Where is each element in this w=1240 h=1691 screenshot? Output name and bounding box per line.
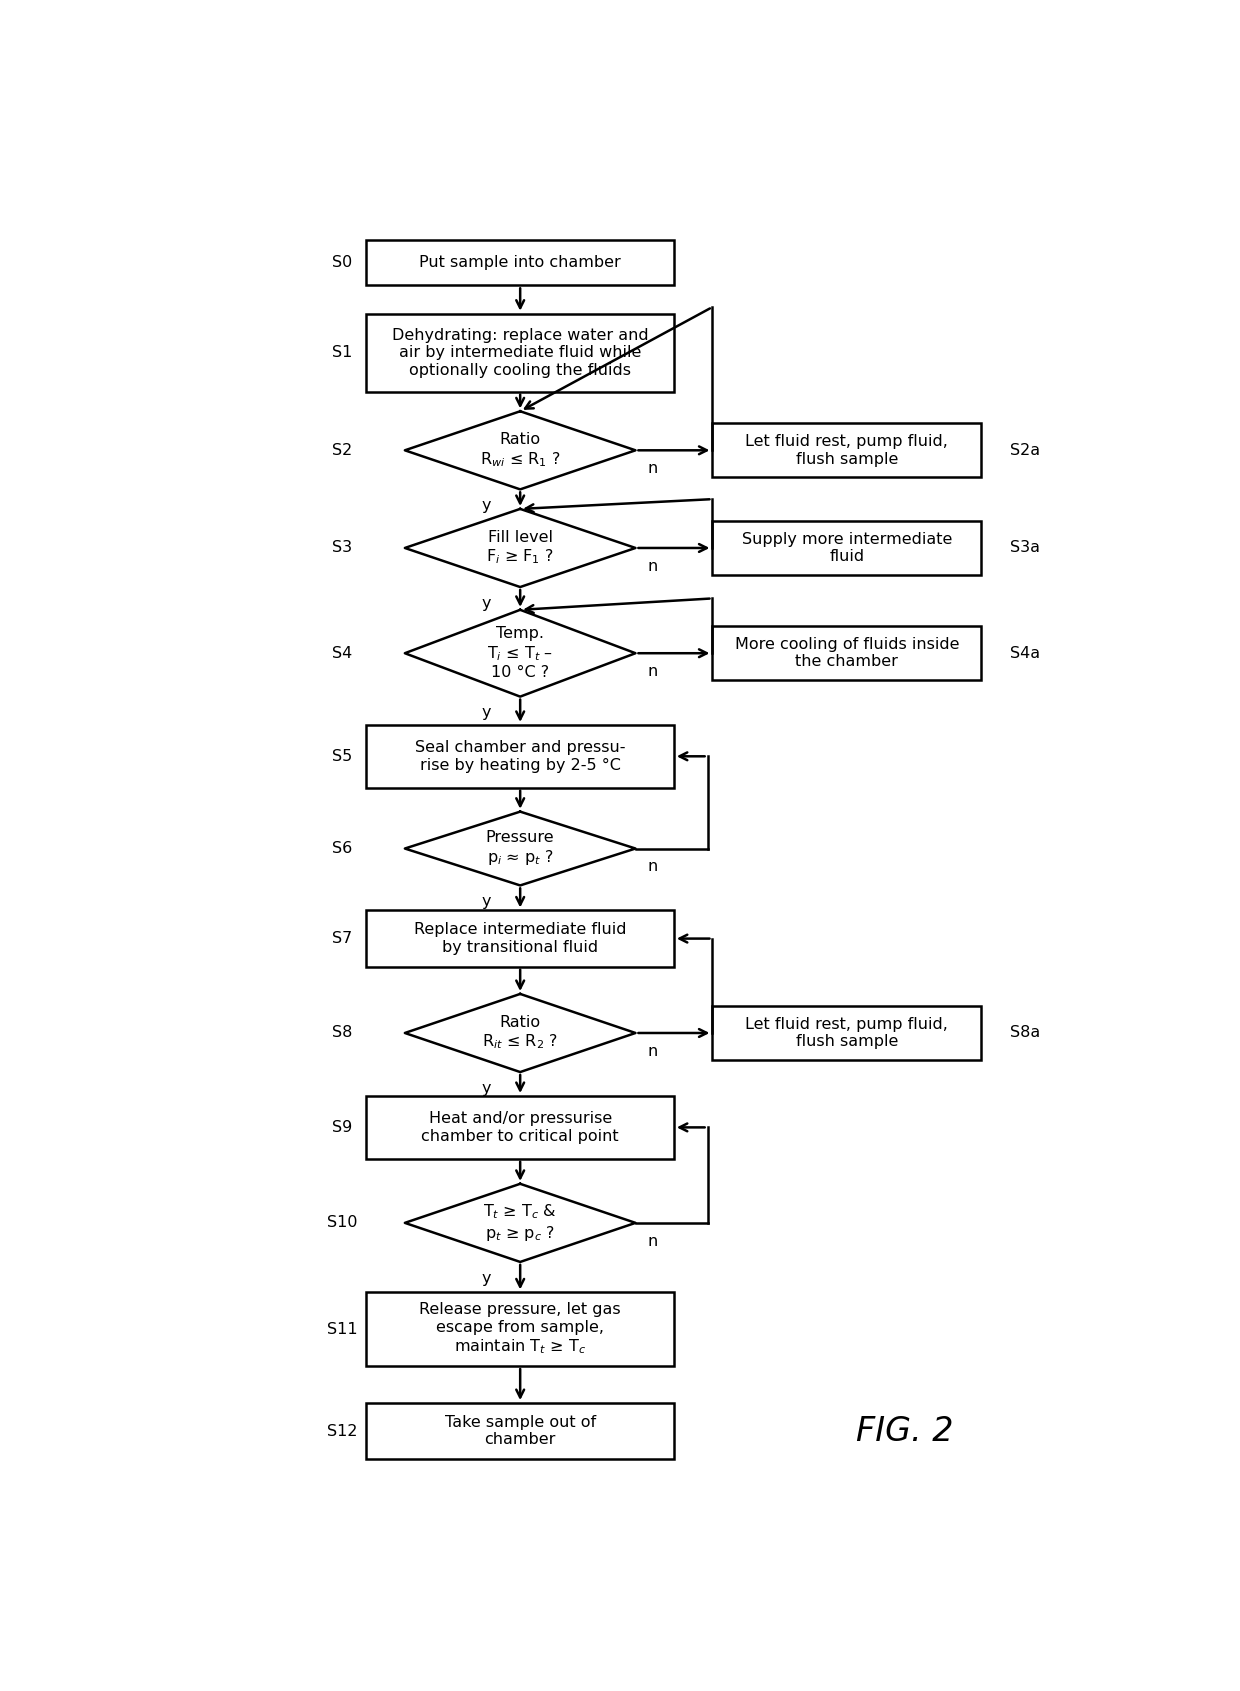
Text: S12: S12 (327, 1424, 357, 1439)
Polygon shape (404, 1184, 635, 1261)
Text: n: n (647, 665, 657, 680)
Text: S10: S10 (327, 1216, 357, 1231)
Text: y: y (482, 1270, 491, 1285)
Text: S1: S1 (332, 345, 352, 360)
FancyBboxPatch shape (367, 1096, 675, 1158)
Text: T$_t$ ≥ T$_c$ &
p$_t$ ≥ p$_c$ ?: T$_t$ ≥ T$_c$ & p$_t$ ≥ p$_c$ ? (484, 1202, 557, 1243)
Polygon shape (404, 812, 635, 886)
Text: More cooling of fluids inside
the chamber: More cooling of fluids inside the chambe… (734, 638, 960, 670)
Text: Temp.
T$_i$ ≤ T$_t$ –
10 °C ?: Temp. T$_i$ ≤ T$_t$ – 10 °C ? (487, 626, 553, 680)
Text: Replace intermediate fluid
by transitional fluid: Replace intermediate fluid by transition… (414, 922, 626, 955)
Text: Ratio
R$_{wi}$ ≤ R$_1$ ?: Ratio R$_{wi}$ ≤ R$_1$ ? (480, 433, 560, 468)
FancyBboxPatch shape (712, 521, 982, 575)
FancyBboxPatch shape (367, 725, 675, 788)
Text: S7: S7 (332, 932, 352, 945)
Text: S9: S9 (332, 1119, 352, 1135)
Text: Let fluid rest, pump fluid,
flush sample: Let fluid rest, pump fluid, flush sample (745, 435, 949, 467)
FancyBboxPatch shape (712, 423, 982, 477)
Polygon shape (404, 994, 635, 1072)
Text: n: n (647, 1234, 657, 1248)
Text: S0: S0 (332, 255, 352, 271)
Text: Dehydrating: replace water and
air by intermediate fluid while
optionally coolin: Dehydrating: replace water and air by in… (392, 328, 649, 377)
FancyBboxPatch shape (367, 240, 675, 286)
Text: y: y (482, 499, 491, 512)
Text: n: n (647, 859, 657, 874)
Text: S6: S6 (332, 840, 352, 856)
Polygon shape (404, 509, 635, 587)
Text: S3a: S3a (1009, 541, 1039, 555)
Text: S5: S5 (332, 749, 352, 764)
Text: n: n (647, 558, 657, 573)
Text: Ratio
R$_{it}$ ≤ R$_2$ ?: Ratio R$_{it}$ ≤ R$_2$ ? (482, 1015, 558, 1052)
FancyBboxPatch shape (367, 313, 675, 392)
Text: S4a: S4a (1009, 646, 1040, 661)
Text: S8: S8 (332, 1025, 352, 1040)
Text: y: y (482, 1081, 491, 1096)
FancyBboxPatch shape (367, 1404, 675, 1459)
Text: S2a: S2a (1009, 443, 1040, 458)
Text: S3: S3 (332, 541, 352, 555)
FancyBboxPatch shape (367, 1292, 675, 1366)
Text: S11: S11 (327, 1322, 357, 1336)
Text: n: n (647, 1043, 657, 1059)
Text: Pressure
p$_i$ ≈ p$_t$ ?: Pressure p$_i$ ≈ p$_t$ ? (486, 830, 554, 867)
Text: Release pressure, let gas
escape from sample,
maintain T$_t$ ≥ T$_c$: Release pressure, let gas escape from sa… (419, 1302, 621, 1356)
Text: S2: S2 (332, 443, 352, 458)
Text: Fill level
F$_i$ ≥ F$_1$ ?: Fill level F$_i$ ≥ F$_1$ ? (486, 529, 554, 566)
Text: y: y (482, 595, 491, 610)
Polygon shape (404, 411, 635, 489)
Text: y: y (482, 895, 491, 910)
FancyBboxPatch shape (712, 626, 982, 680)
FancyBboxPatch shape (712, 1006, 982, 1060)
Text: y: y (482, 705, 491, 720)
Text: S4: S4 (332, 646, 352, 661)
Text: Put sample into chamber: Put sample into chamber (419, 255, 621, 271)
Text: Let fluid rest, pump fluid,
flush sample: Let fluid rest, pump fluid, flush sample (745, 1016, 949, 1048)
Text: n: n (647, 462, 657, 477)
Text: Seal chamber and pressu-
rise by heating by 2-5 °C: Seal chamber and pressu- rise by heating… (415, 741, 625, 773)
FancyBboxPatch shape (367, 910, 675, 967)
Text: Heat and/or pressurise
chamber to critical point: Heat and/or pressurise chamber to critic… (422, 1111, 619, 1143)
Polygon shape (404, 610, 635, 697)
Text: Supply more intermediate
fluid: Supply more intermediate fluid (742, 531, 952, 565)
Text: FIG. 2: FIG. 2 (856, 1415, 954, 1447)
Text: Take sample out of
chamber: Take sample out of chamber (445, 1415, 595, 1447)
Text: S8a: S8a (1009, 1025, 1040, 1040)
